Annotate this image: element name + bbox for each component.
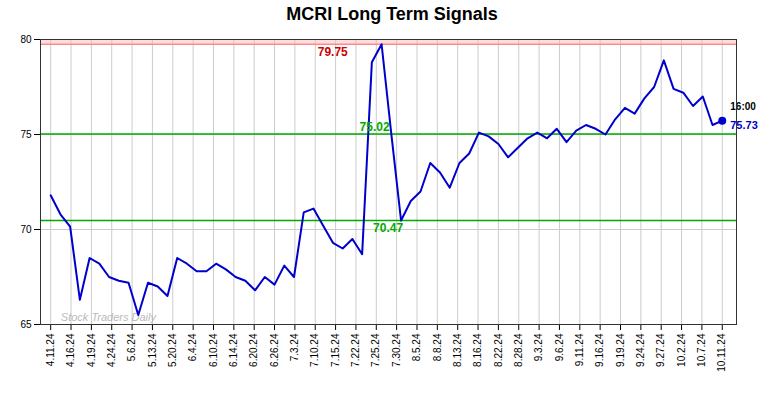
- svg-text:8.16.24: 8.16.24: [472, 333, 483, 367]
- svg-text:7.30.24: 7.30.24: [391, 333, 402, 367]
- html-text:MCRI Long Term Signals: MCRI Long Term Signals: [286, 4, 498, 24]
- svg-text:4.11.24: 4.11.24: [45, 333, 56, 366]
- svg-text:4.24.24: 4.24.24: [106, 333, 117, 367]
- svg-text:10.7.24: 10.7.24: [696, 333, 707, 367]
- svg-text:8.28.24: 8.28.24: [513, 333, 524, 367]
- svg-text:79.75: 79.75: [318, 45, 348, 59]
- svg-text:70.47: 70.47: [373, 221, 403, 235]
- svg-text:7.3.24: 7.3.24: [289, 333, 300, 361]
- svg-text:70: 70: [20, 224, 32, 235]
- svg-text:10.11.24: 10.11.24: [716, 333, 727, 372]
- svg-text:75.02: 75.02: [360, 120, 390, 134]
- svg-text:65: 65: [20, 319, 32, 330]
- svg-text:80: 80: [20, 34, 32, 45]
- svg-text:8.13.24: 8.13.24: [452, 333, 463, 367]
- svg-text:7.10.24: 7.10.24: [309, 333, 320, 367]
- svg-text:9.24.24: 9.24.24: [635, 333, 646, 367]
- svg-text:10.2.24: 10.2.24: [676, 333, 687, 367]
- svg-text:8.5.24: 8.5.24: [411, 333, 422, 361]
- svg-text:9.11.24: 9.11.24: [574, 333, 585, 366]
- svg-text:6.10.24: 6.10.24: [208, 333, 219, 367]
- svg-text:9.27.24: 9.27.24: [655, 333, 666, 367]
- svg-text:7.15.24: 7.15.24: [330, 333, 341, 367]
- svg-text:Stock Traders Daily: Stock Traders Daily: [61, 311, 158, 323]
- svg-text:4.16.24: 4.16.24: [65, 333, 76, 367]
- svg-text:75: 75: [20, 129, 32, 140]
- svg-text:5.13.24: 5.13.24: [147, 333, 158, 367]
- svg-text:6.26.24: 6.26.24: [269, 333, 280, 367]
- svg-text:9.3.24: 9.3.24: [533, 333, 544, 361]
- svg-text:9.6.24: 9.6.24: [554, 333, 565, 361]
- svg-text:6.4.24: 6.4.24: [187, 333, 198, 361]
- svg-text:75.73: 75.73: [730, 119, 758, 131]
- svg-text:8.8.24: 8.8.24: [432, 333, 443, 361]
- svg-text:8.22.24: 8.22.24: [493, 333, 504, 367]
- svg-text:5.20.24: 5.20.24: [167, 333, 178, 367]
- svg-text:9.16.24: 9.16.24: [594, 333, 605, 367]
- svg-text:16:00: 16:00: [730, 101, 756, 112]
- svg-text:4.19.24: 4.19.24: [86, 333, 97, 367]
- svg-text:6.20.24: 6.20.24: [248, 333, 259, 367]
- svg-text:5.6.24: 5.6.24: [126, 333, 137, 361]
- svg-text:6.14.24: 6.14.24: [228, 333, 239, 367]
- svg-text:7.25.24: 7.25.24: [370, 333, 381, 367]
- svg-text:7.22.24: 7.22.24: [350, 333, 361, 367]
- svg-text:9.19.24: 9.19.24: [615, 333, 626, 367]
